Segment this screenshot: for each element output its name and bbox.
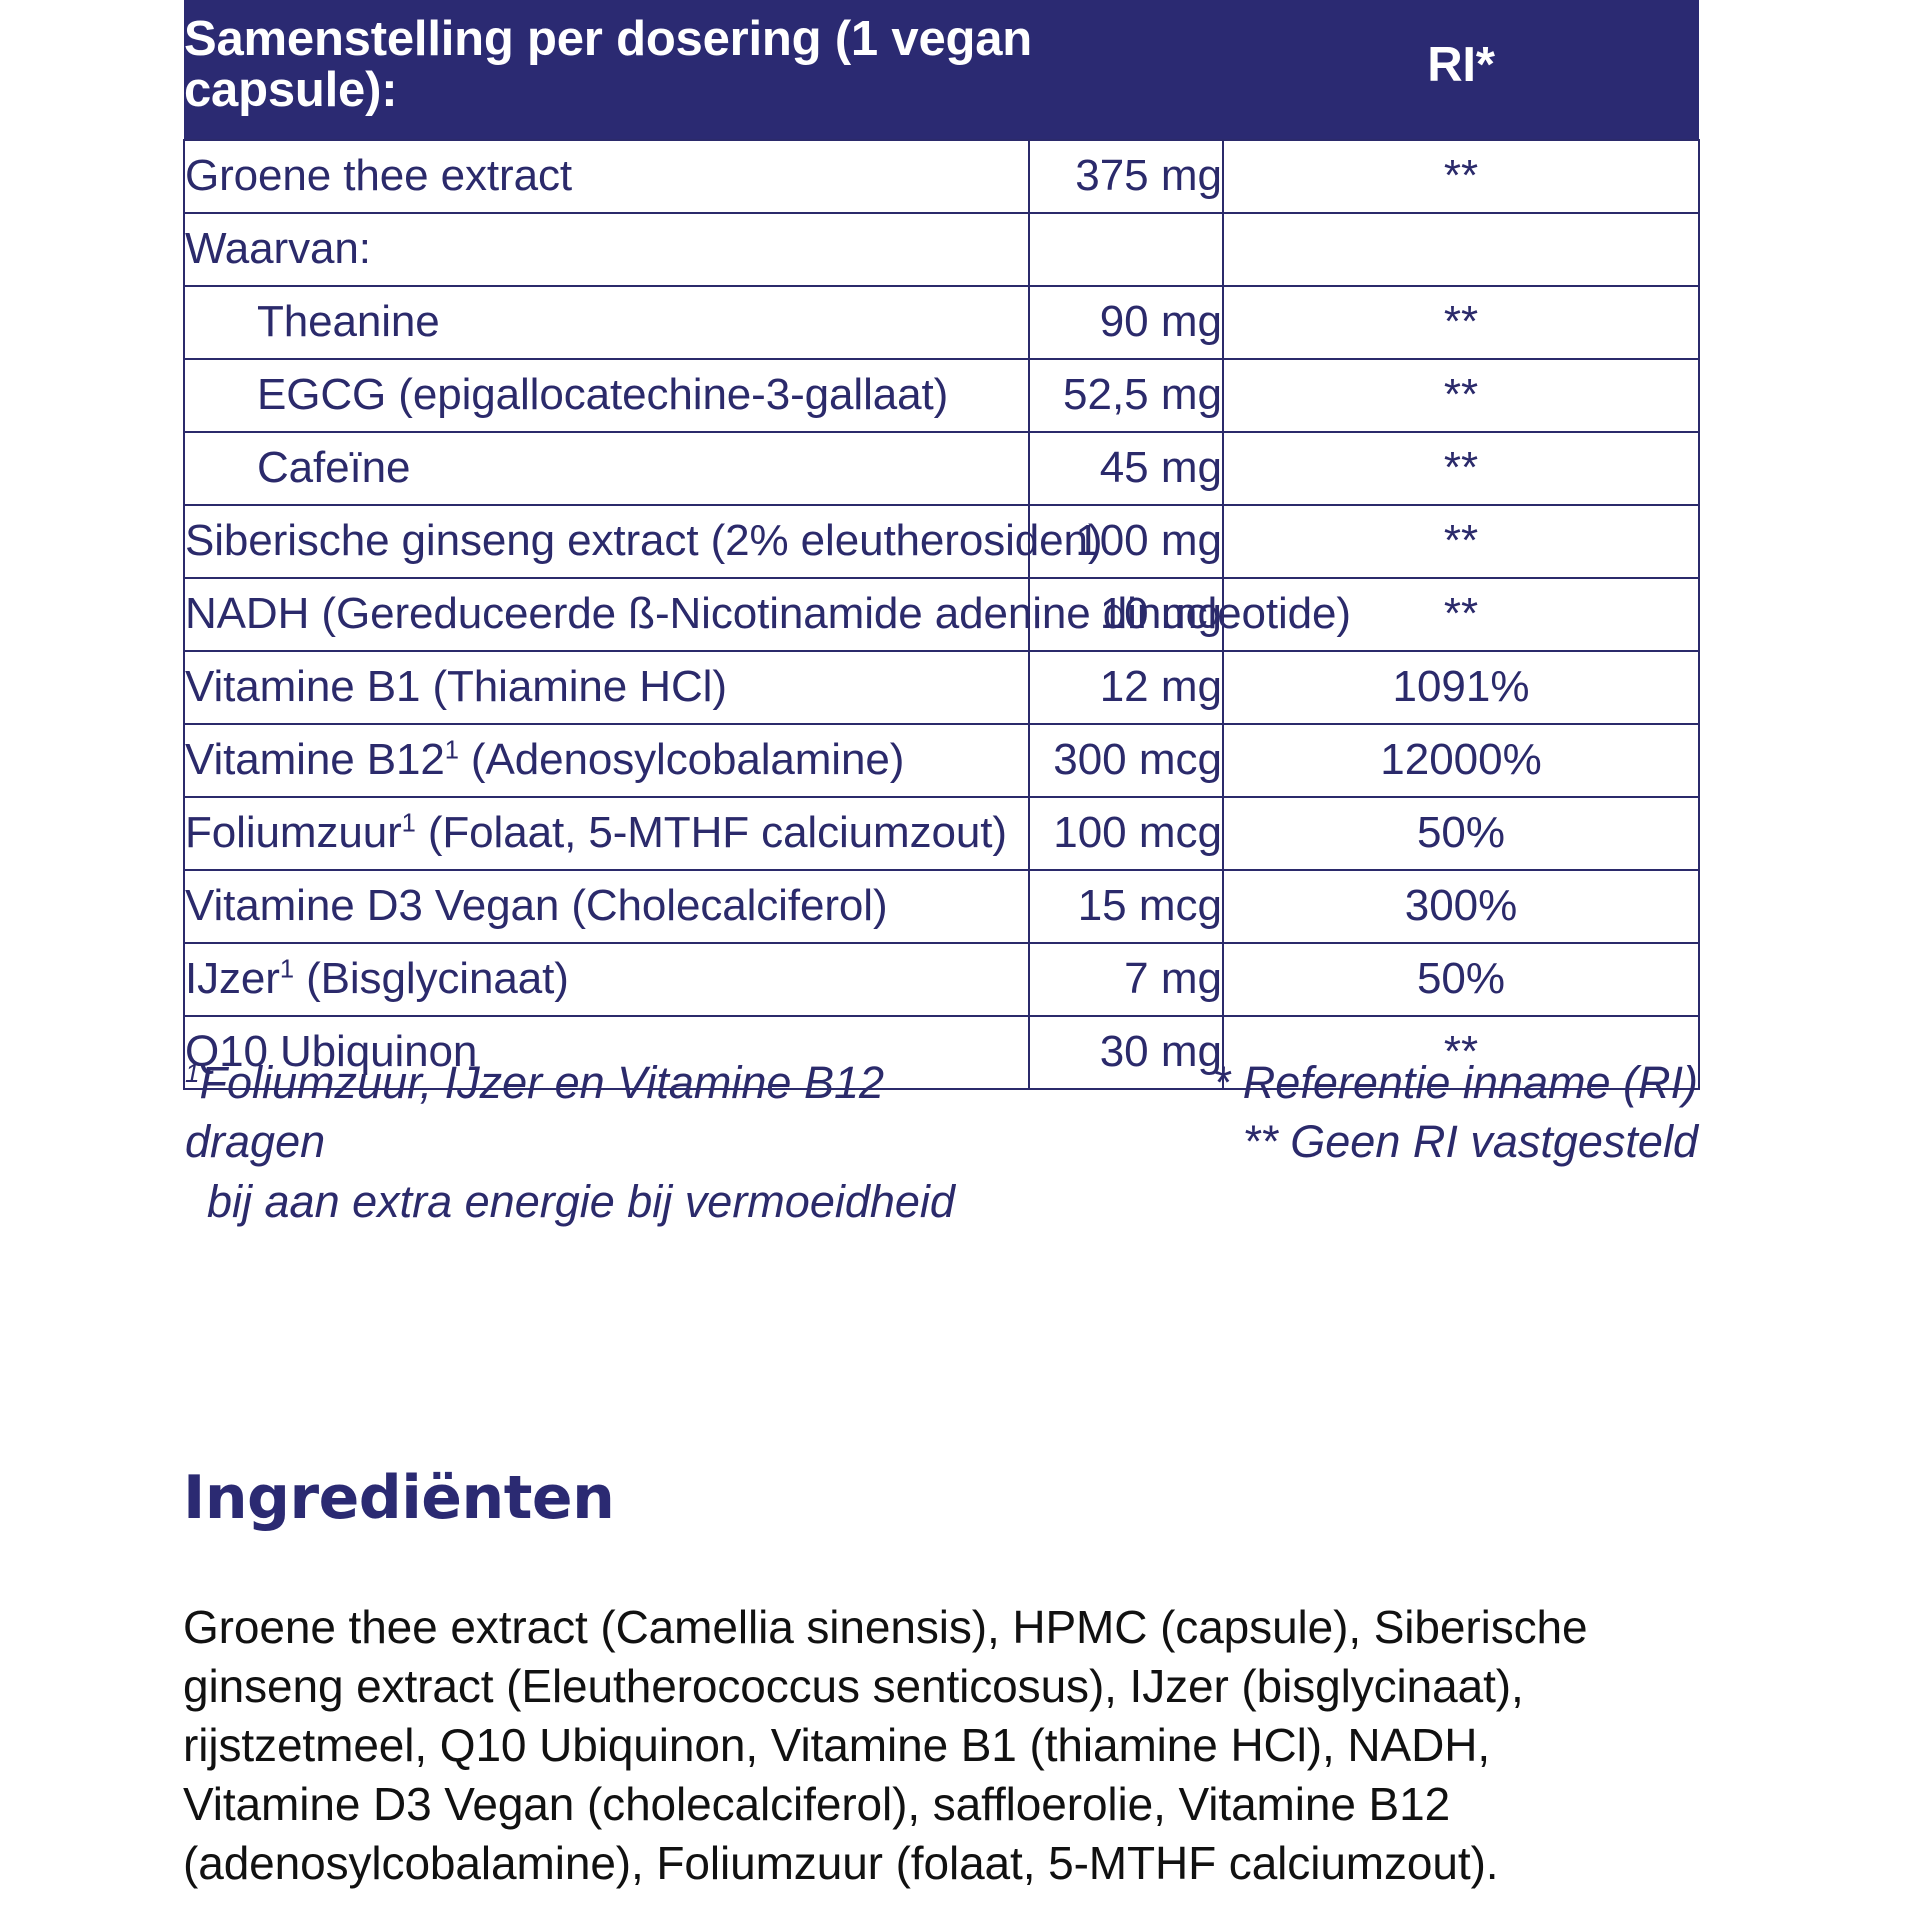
ingredient-name-text: Foliumzuur [185, 808, 402, 858]
composition-table: Samenstelling per dosering (1 vegan caps… [183, 0, 1700, 1090]
footnote-ri-definition: * Referentie inname (RI) [1212, 1057, 1698, 1108]
ingredient-ri-cell: ** [1222, 1014, 1700, 1090]
ingredients-text: Groene thee extract (Camellia sinensis),… [183, 1601, 1588, 1889]
table-row: Vitamine B121 (Adenosylcobalamine) 300 mc… [183, 722, 1700, 798]
ingredient-name-cell: Cafeïne [183, 430, 1030, 506]
ingredient-name-superscript: 1 [444, 736, 459, 765]
ingredient-amount-cell: 12 mg [1028, 649, 1224, 725]
composition-table-header: Samenstelling per dosering (1 vegan caps… [184, 0, 1699, 140]
ingredient-name-suffix: (Folaat, 5-MTHF calciumzout) [415, 808, 1007, 858]
ingredient-name-suffix: (Adenosylcobalamine) [458, 735, 905, 785]
ingredient-ri-cell: 50% [1222, 941, 1700, 1017]
table-row: Q10 Ubiquinon 30 mg ** [183, 1014, 1700, 1090]
ingredient-ri-cell: ** [1222, 138, 1700, 214]
ingredient-amount-cell: 15 mcg [1028, 868, 1224, 944]
footnote-right: * Referentie inname (RI) ** Geen RI vast… [1058, 1053, 1698, 1172]
table-row: Siberische ginseng extract (2% eleuthero… [183, 503, 1700, 579]
table-row: Vitamine B1 (Thiamine HCl) 12 mg 1091% [183, 649, 1700, 725]
table-row: Groene thee extract 375 mg ** [183, 138, 1700, 214]
ingredients-body: Groene thee extract (Camellia sinensis),… [183, 1598, 1643, 1892]
table-header-ri: RI* [1223, 0, 1699, 140]
ingredient-ri-cell: ** [1222, 503, 1700, 579]
ingredient-name-cell: NADH (Gereduceerde ß-Nicotinamide adenin… [183, 576, 1351, 652]
ingredient-name-cell: EGCG (epigallocatechine-3-gallaat) [183, 357, 1030, 433]
ingredients-heading: Ingrediënten [183, 1463, 615, 1533]
table-row: NADH (Gereduceerde ß-Nicotinamide adenin… [183, 576, 1700, 652]
footnote-left-line-1: Foliumzuur, IJzer en Vitamine B12 dragen [185, 1057, 885, 1168]
footnote-superscript-marker: 1 [185, 1058, 200, 1088]
table-header-row: Samenstelling per dosering (1 vegan caps… [184, 0, 1699, 140]
footnote-no-ri-definition: ** Geen RI vastgesteld [1242, 1116, 1698, 1168]
ingredient-name-cell: Vitamine B1 (Thiamine HCl) [183, 649, 1030, 725]
footnotes: 1Foliumzuur, IJzer en Vitamine B12 drage… [183, 1053, 1698, 1231]
ingredient-name-text: IJzer [185, 954, 280, 1004]
ingredient-name-cell: IJzer1 (Bisglycinaat) [183, 941, 1030, 1017]
ingredient-name-text: Vitamine B12 [185, 735, 445, 785]
ingredient-ri-cell: 300% [1222, 868, 1700, 944]
ingredient-name-cell: Q10 Ubiquinon [183, 1014, 1030, 1090]
composition-table-container: Samenstelling per dosering (1 vegan caps… [183, 0, 1700, 1090]
table-row: Foliumzuur1 (Folaat, 5-MTHF calciumzout)… [183, 795, 1700, 871]
ingredient-ri-cell: 12000% [1222, 722, 1700, 798]
ingredient-amount-cell: 100 mcg [1028, 795, 1224, 871]
ingredient-amount-cell: 300 mcg [1028, 722, 1224, 798]
table-row: EGCG (epigallocatechine-3-gallaat) 52,5 m… [183, 357, 1700, 433]
ingredient-name-suffix: (Bisglycinaat) [293, 954, 569, 1004]
ingredient-amount-cell: 52,5 mg [1028, 357, 1224, 433]
ingredient-ri-cell: ** [1222, 576, 1700, 652]
ingredient-name-cell: Foliumzuur1 (Folaat, 5-MTHF calciumzout) [183, 795, 1030, 871]
footnote-left-line-2: bij aan extra energie bij vermoeidheid [207, 1175, 955, 1227]
ingredient-amount-cell: 100 mg [1028, 503, 1224, 579]
ingredient-ri-cell: 1091% [1222, 649, 1700, 725]
ingredient-name-cell: Siberische ginseng extract (2% eleuthero… [183, 503, 1103, 579]
ingredient-amount-cell: 45 mg [1028, 430, 1224, 506]
table-row: Vitamine D3 Vegan (Cholecalciferol) 15 mc… [183, 868, 1700, 944]
ingredient-amount-cell: 30 mg [1028, 1014, 1224, 1090]
ingredient-ri-cell: ** [1222, 357, 1700, 433]
ingredient-amount-cell [1028, 211, 1224, 287]
footnote-left: 1Foliumzuur, IJzer en Vitamine B12 drage… [183, 1053, 985, 1231]
table-row: Cafeïne 45 mg ** [183, 430, 1700, 506]
table-row: Waarvan: [183, 211, 1700, 287]
ingredient-amount-cell: 7 mg [1028, 941, 1224, 1017]
ingredient-amount-cell: 375 mg [1028, 138, 1224, 214]
ingredient-ri-cell: 50% [1222, 795, 1700, 871]
table-row: IJzer1 (Bisglycinaat) 7 mg 50% [183, 941, 1700, 1017]
ingredient-ri-cell [1222, 211, 1700, 287]
ingredient-ri-cell: ** [1222, 430, 1700, 506]
ingredient-name-cell: Vitamine B121 (Adenosylcobalamine) [183, 722, 1030, 798]
table-header-title: Samenstelling per dosering (1 vegan caps… [184, 0, 1223, 140]
ingredient-name-cell: Theanine [183, 284, 1030, 360]
table-row: Theanine 90 mg ** [183, 284, 1700, 360]
ingredient-name-cell: Waarvan: [183, 211, 1030, 287]
ingredient-ri-cell: ** [1222, 284, 1700, 360]
composition-table-body: Groene thee extract 375 mg ** Waarvan: Thean… [183, 138, 1700, 1090]
ingredient-name-cell: Vitamine D3 Vegan (Cholecalciferol) [183, 868, 1030, 944]
ingredient-name-cell: Groene thee extract [183, 138, 1030, 214]
ingredient-name-superscript: 1 [279, 955, 294, 984]
ingredient-name-superscript: 1 [401, 809, 416, 838]
ingredient-amount-cell: 90 mg [1028, 284, 1224, 360]
ingredient-amount-cell: 10 mg [1028, 576, 1224, 652]
